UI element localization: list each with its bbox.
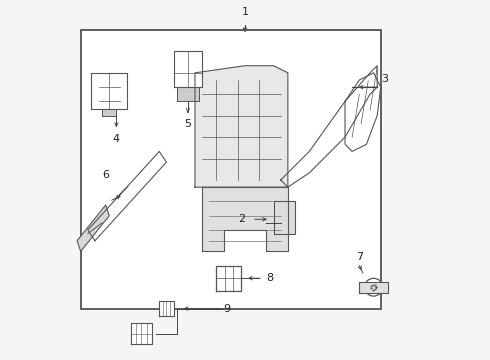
- Polygon shape: [131, 323, 152, 344]
- Polygon shape: [177, 87, 198, 102]
- Polygon shape: [359, 282, 388, 293]
- Text: 4: 4: [113, 134, 120, 144]
- Text: 7: 7: [356, 252, 363, 262]
- Polygon shape: [159, 301, 173, 316]
- Polygon shape: [202, 187, 288, 251]
- Text: 5: 5: [184, 119, 191, 129]
- Text: 2: 2: [238, 214, 245, 224]
- Text: 1: 1: [242, 8, 248, 18]
- Text: 3: 3: [381, 73, 388, 84]
- Bar: [81, 30, 381, 309]
- Text: 9: 9: [223, 303, 231, 314]
- Polygon shape: [281, 66, 377, 187]
- Text: 8: 8: [267, 273, 273, 283]
- Polygon shape: [195, 66, 288, 187]
- Circle shape: [365, 278, 383, 296]
- Polygon shape: [88, 152, 167, 241]
- Polygon shape: [173, 51, 202, 87]
- Polygon shape: [77, 205, 109, 251]
- Polygon shape: [345, 73, 381, 152]
- Polygon shape: [273, 202, 295, 234]
- Text: 6: 6: [102, 170, 109, 180]
- Polygon shape: [217, 266, 242, 291]
- Polygon shape: [92, 73, 127, 109]
- Polygon shape: [102, 109, 117, 116]
